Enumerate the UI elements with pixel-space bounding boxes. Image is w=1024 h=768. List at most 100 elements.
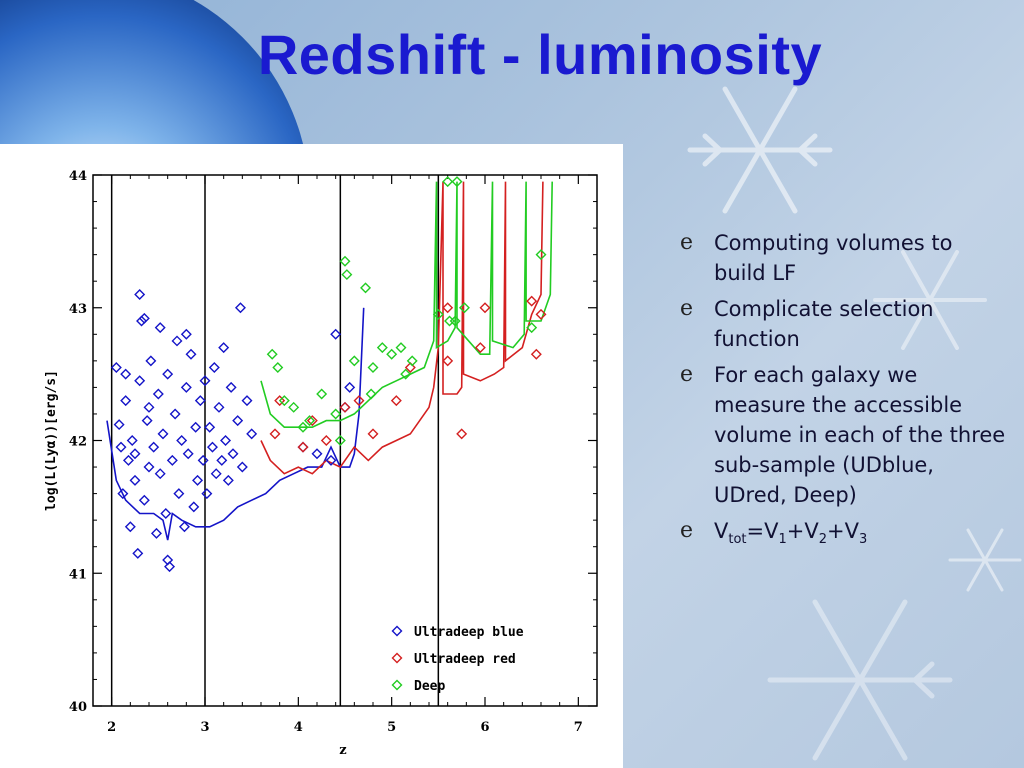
data-point <box>164 561 176 573</box>
formula-sub-tot: tot <box>728 532 747 548</box>
data-point <box>206 441 218 453</box>
data-point <box>400 368 412 380</box>
data-point <box>479 302 491 314</box>
x-tick-label: 4 <box>294 720 303 735</box>
legend-label: Deep <box>414 679 445 694</box>
legend-marker <box>391 679 403 691</box>
data-point <box>406 355 418 367</box>
data-point <box>208 361 220 373</box>
data-point <box>154 468 166 480</box>
data-point <box>320 435 332 446</box>
data-point <box>442 355 454 367</box>
data-point <box>474 342 486 354</box>
y-axis-label: log(L(Lyα))[erg/s] <box>44 370 59 511</box>
data-point <box>129 474 141 486</box>
x-tick-label: 6 <box>480 720 489 735</box>
data-point <box>110 361 122 373</box>
data-point <box>120 368 132 380</box>
data-point <box>444 315 456 327</box>
formula-v: V <box>714 519 729 543</box>
data-point <box>404 361 416 373</box>
bullet-text: Complicate selection function <box>714 297 934 351</box>
data-point <box>180 328 192 340</box>
x-tick-label: 2 <box>107 720 116 735</box>
data-point <box>458 302 470 314</box>
data-point <box>442 302 454 314</box>
data-point <box>201 488 213 500</box>
legend-label: Ultradeep red <box>414 652 516 667</box>
snowflake-icon <box>873 250 987 350</box>
data-point <box>138 312 150 324</box>
data-point <box>222 474 234 486</box>
data-point <box>169 408 181 420</box>
data-point <box>213 401 225 413</box>
data-point <box>526 295 538 307</box>
data-point <box>148 441 160 453</box>
data-point <box>143 461 155 473</box>
formula-eq: =V <box>746 519 779 543</box>
data-point <box>120 395 132 407</box>
data-point <box>160 508 172 520</box>
data-point <box>306 415 318 427</box>
bullet-glyph-icon: e <box>680 362 694 387</box>
snowflake-icon <box>948 528 1022 592</box>
data-point <box>210 468 222 480</box>
y-tick-label: 44 <box>69 169 87 184</box>
data-point <box>341 269 353 281</box>
data-point <box>390 395 402 407</box>
x-tick-label: 3 <box>200 720 209 735</box>
data-point <box>141 415 153 427</box>
data-point <box>234 302 246 314</box>
data-point <box>386 348 398 360</box>
data-point <box>442 176 454 188</box>
data-point <box>115 441 127 453</box>
data-point <box>225 381 237 393</box>
data-point <box>199 375 211 387</box>
snowflake-icon <box>767 599 953 761</box>
data-point <box>162 368 174 380</box>
data-point <box>154 322 166 334</box>
data-point <box>132 547 144 559</box>
data-point <box>241 395 253 407</box>
data-point <box>526 322 538 334</box>
data-point <box>126 435 138 446</box>
data-point <box>178 521 190 533</box>
chart-panel: 2 3 4 5 6 7 40 41 42 43 44 z log(L(Lyα))[erg/s] Ultra… <box>0 144 623 768</box>
data-point <box>138 494 150 506</box>
data-point <box>339 255 351 267</box>
bullet-item: e Complicate selection function <box>680 294 1010 354</box>
data-point <box>194 395 206 407</box>
y-tick-label: 40 <box>69 700 87 715</box>
data-point <box>360 282 372 294</box>
data-point <box>134 288 146 300</box>
data-point <box>456 428 468 440</box>
data-point <box>297 421 309 433</box>
data-point <box>269 428 281 440</box>
y-tick-label: 41 <box>69 567 87 582</box>
legend-marker <box>391 625 403 637</box>
data-point <box>216 454 228 466</box>
data-point <box>136 315 148 327</box>
data-point <box>122 454 134 466</box>
bullet-glyph-icon: e <box>680 230 694 255</box>
data-point <box>451 176 463 188</box>
data-point <box>395 342 407 354</box>
legend-label: Ultradeep blue <box>414 625 524 640</box>
data-point <box>162 554 174 566</box>
data-point <box>218 342 230 354</box>
formula-plus-2: +V <box>827 519 859 543</box>
x-tick-label: 7 <box>574 720 583 735</box>
bullet-item: e For each galaxy we measure the accessi… <box>680 360 1010 510</box>
formula-sub-2: 2 <box>818 532 828 548</box>
data-point <box>376 342 388 354</box>
legend-marker <box>391 652 403 664</box>
data-point <box>246 428 258 440</box>
data-point <box>188 501 200 513</box>
volume-formula: Vtot=V1+V2+V3 <box>714 516 1010 546</box>
data-point <box>304 415 316 427</box>
data-point <box>124 521 136 533</box>
data-point <box>197 454 209 466</box>
data-point <box>192 474 204 486</box>
formula-plus-1: +V <box>786 519 819 543</box>
data-point <box>117 488 129 500</box>
